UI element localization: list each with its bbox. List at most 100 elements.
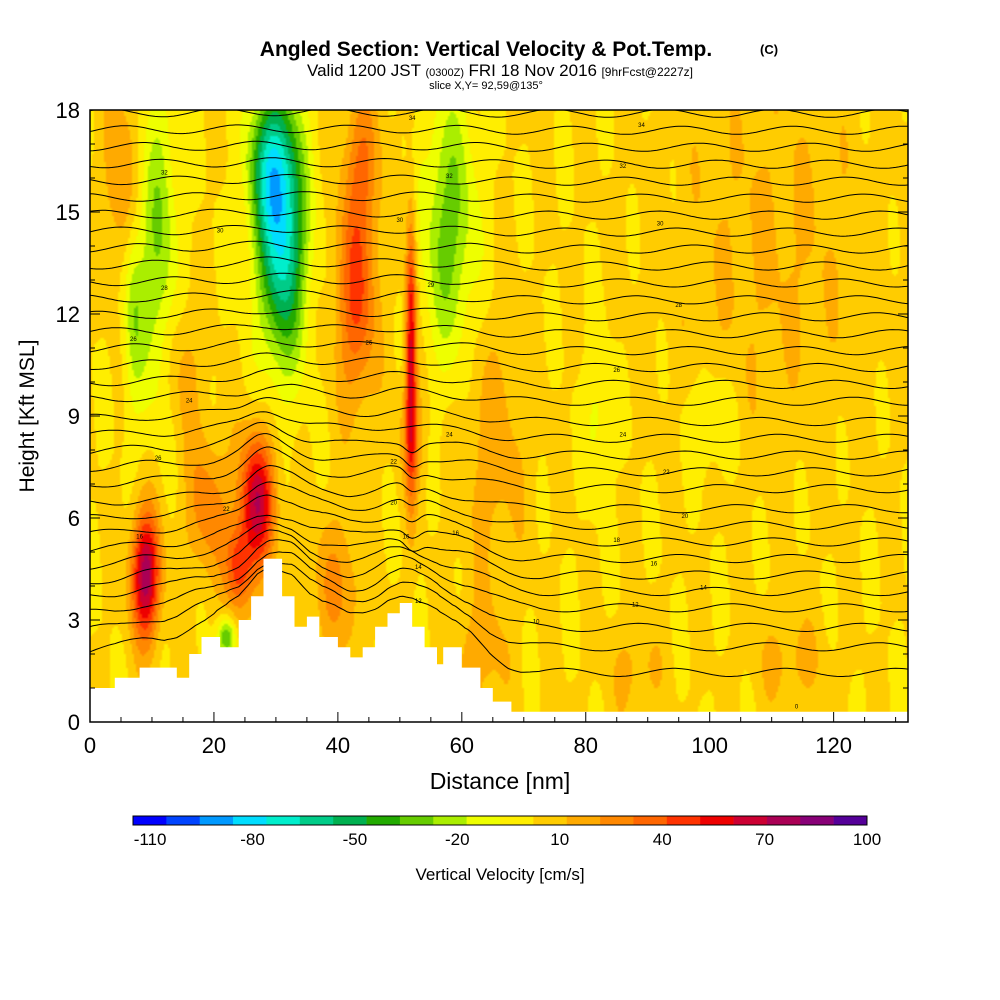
- contour-labels: 16 22 26 24 26 28 30 32 34 32 30 29 26 24 22 20 16 16 14 12…: [130, 116, 799, 710]
- isentrope-line: [90, 256, 908, 271]
- y-tick-label: 0: [68, 710, 80, 735]
- x-tick-label: 60: [450, 733, 474, 758]
- isentrope-line: [90, 240, 908, 254]
- y-tick-label: 3: [68, 608, 80, 633]
- colorbar-swatch: [333, 816, 367, 825]
- isentrope-line: [90, 422, 908, 460]
- colorbar-swatch: [666, 816, 701, 825]
- x-tick-label: 80: [574, 733, 598, 758]
- contour-label: 0: [795, 704, 799, 710]
- isentrope-line: [90, 124, 908, 135]
- x-axis-label: Distance [nm]: [430, 768, 571, 794]
- isentrope-line: [90, 352, 908, 373]
- isentrope-line: [90, 411, 908, 443]
- isentrope-line: [90, 110, 908, 118]
- colorbar-swatch: [833, 816, 868, 825]
- colorbar-swatch: [433, 816, 467, 825]
- contour-label: 30: [217, 228, 224, 234]
- isentrope-line: [90, 567, 908, 677]
- colorbar-swatch: [199, 816, 234, 825]
- contour-label: 30: [396, 218, 403, 224]
- contour-label: 14: [700, 585, 707, 591]
- contour-label: 16: [403, 534, 410, 540]
- y-axis-label: Height [Kft MSL]: [16, 340, 39, 493]
- x-tick-label: 100: [691, 733, 728, 758]
- contour-label: 22: [663, 470, 670, 476]
- colorbar-swatch: [600, 816, 634, 825]
- contour-label: 24: [620, 432, 627, 438]
- contour-label: 18: [613, 538, 620, 544]
- isentrope-line: [90, 367, 908, 390]
- contour-label: 22: [390, 460, 397, 466]
- valid-prefix: Valid 1200 JST: [307, 61, 421, 80]
- contour-label: 12: [415, 599, 422, 605]
- title-main: Angled Section: Vertical Velocity & Pot.…: [260, 38, 712, 61]
- isentrope-line: [90, 433, 908, 477]
- contour-label: 24: [446, 432, 453, 438]
- contour-label: 20: [682, 514, 689, 520]
- y-tick-label: 18: [56, 98, 80, 123]
- contour-label: 24: [186, 398, 193, 404]
- isentrope-line: [90, 397, 908, 427]
- colorbar-swatch: [800, 816, 834, 825]
- valid-time-line: Valid 1200 JST (0300Z) FRI 18 Nov 2016 […: [307, 61, 693, 80]
- contour-label: 16: [452, 531, 459, 537]
- contour-label: 16: [136, 534, 143, 540]
- isentrope-line: [90, 191, 908, 203]
- potential-temperature-contours: [90, 110, 908, 677]
- isentrope-line: [90, 529, 908, 597]
- colorbar-swatch: [700, 816, 734, 825]
- colorbar-label: Vertical Velocity [cm/s]: [415, 865, 584, 884]
- y-tick-label: 15: [56, 200, 80, 225]
- x-tick-label: 0: [84, 733, 96, 758]
- isentrope-line: [90, 324, 908, 339]
- colorbar-swatch: [133, 816, 167, 825]
- isentrope-line: [90, 521, 908, 580]
- contour-label: 22: [223, 507, 230, 513]
- terrain: [90, 558, 908, 722]
- isentrope-line: [90, 272, 908, 288]
- contour-label: 26: [155, 456, 162, 462]
- colorbar-tick-label: 40: [653, 830, 672, 849]
- isentrope-line: [90, 157, 908, 169]
- contour-label: 26: [613, 368, 620, 374]
- colorbar-tick-label: 10: [550, 830, 569, 849]
- isentrope-line: [90, 338, 908, 356]
- colorbar-tick-label: -80: [240, 830, 265, 849]
- colorbar-swatch: [399, 816, 434, 825]
- contour-label: 10: [533, 619, 540, 625]
- valid-utc: (0300Z): [425, 67, 464, 79]
- colorbar-tick-label: -110: [134, 830, 167, 849]
- contour-label: 34: [409, 116, 416, 122]
- contour-label: 12: [632, 602, 639, 608]
- colorbar-swatch: [299, 816, 334, 825]
- contour-label: 29: [427, 283, 434, 289]
- contour-label: 26: [366, 341, 373, 347]
- isentrope-line: [90, 140, 908, 152]
- colorbar-swatch: [366, 816, 401, 825]
- colorbar: -110 -80 -50 -20 10 40 70 100: [132, 815, 881, 849]
- colorbar-tick-label: -20: [445, 830, 470, 849]
- colorbar-tick-label: 70: [755, 830, 774, 849]
- x-axis: 0 20 40 60 80 100 120: [84, 712, 897, 758]
- y-axis: 0 3 6 9 12 15 18: [56, 98, 908, 735]
- title-units: (C): [760, 42, 778, 57]
- valid-date: FRI 18 Nov 2016: [468, 61, 597, 80]
- colorbar-swatch: [533, 816, 568, 825]
- isentrope-line: [90, 551, 908, 633]
- y-tick-label: 6: [68, 506, 80, 531]
- colorbar-swatch: [233, 816, 267, 825]
- contour-label: 30: [657, 222, 664, 228]
- contour-label: 34: [638, 123, 645, 129]
- isentrope-line: [90, 464, 908, 514]
- colorbar-tick-label: -50: [343, 830, 368, 849]
- isentrope-line: [90, 174, 908, 186]
- colorbar-swatch: [633, 816, 668, 825]
- colorbar-swatch: [166, 816, 201, 825]
- isentrope-line: [90, 307, 908, 322]
- chart-title: Angled Section: Vertical Velocity & Pot.…: [260, 38, 712, 61]
- isentrope-line: [90, 494, 908, 547]
- y-tick-label: 9: [68, 404, 80, 429]
- colorbar-swatch: [500, 816, 534, 825]
